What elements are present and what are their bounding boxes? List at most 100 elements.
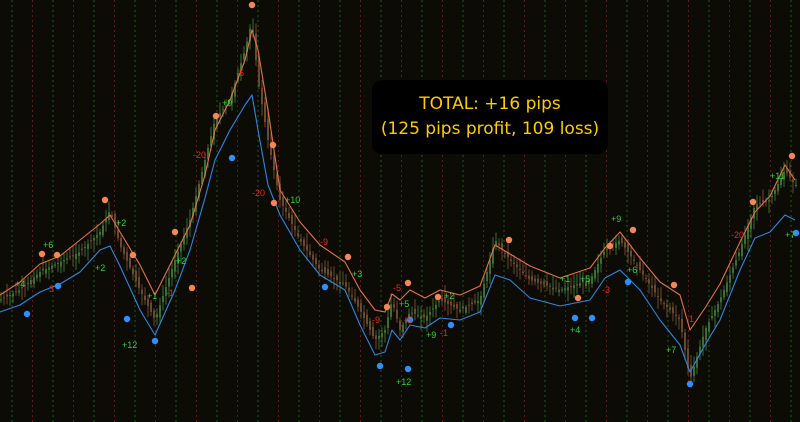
trade-loss-label: -1 [440,328,448,338]
buy-signal-dot[interactable] [686,380,694,388]
sell-signal-dot[interactable] [505,236,513,244]
sell-signal-dot[interactable] [129,251,137,259]
sell-signal-dot[interactable] [383,303,391,311]
sell-signal-dot[interactable] [248,1,256,9]
sell-signal-dot[interactable] [670,281,678,289]
buy-signal-dot[interactable] [228,154,236,162]
buy-signal-dot[interactable] [792,229,800,237]
candle-body [165,287,167,296]
candle-body [354,298,356,302]
buy-signal-dot[interactable] [123,315,131,323]
candle-body [24,285,26,287]
candle-body [711,316,713,319]
sell-signal-dot[interactable] [629,226,637,234]
candle-body [489,260,491,275]
buy-signal-dot[interactable] [588,314,596,322]
candle-body [213,124,215,140]
candle-body [54,264,56,266]
candle-body [264,102,266,122]
candle-body [603,252,605,255]
candle-body [459,310,461,312]
candle-body [519,269,521,270]
sell-signal-dot[interactable] [171,228,179,236]
buy-signal-dot[interactable] [624,278,632,286]
trade-profit-label: +4 [15,279,25,289]
candle-body [114,213,116,228]
candle-body [69,256,71,258]
candle-body [312,254,314,260]
candle-body [219,113,221,117]
candle-body [678,317,680,319]
candle-body [0,299,2,301]
buy-signal-dot[interactable] [404,365,412,373]
lower-band-line [0,94,796,373]
candle-body [63,260,65,262]
candle-body [525,275,527,277]
trade-profit-label: +2 [444,291,454,301]
buy-signal-dot[interactable] [54,282,62,290]
sell-signal-dot[interactable] [606,242,614,250]
candle-body [618,240,620,245]
trade-loss-label: -20 [193,150,206,160]
sell-signal-dot[interactable] [212,112,220,120]
summary-box: TOTAL: +16 pips (125 pips profit, 109 lo… [372,80,608,154]
candle-body [150,302,152,312]
sell-signal-dot[interactable] [101,196,109,204]
candle-body [321,269,323,272]
candle-body [45,269,47,274]
candle-body [462,306,464,309]
buy-signal-dot[interactable] [151,337,159,345]
sell-signal-dot[interactable] [404,279,412,287]
candle-body [540,281,542,284]
buy-signal-dot[interactable] [406,316,414,324]
candle-body [744,235,746,244]
candle-body [348,287,350,292]
candle-body [621,237,623,243]
trade-profit-label: +1 [560,274,570,284]
candle-body [522,271,524,273]
buy-signal-dot[interactable] [321,283,329,291]
candle-body [36,274,38,278]
trade-loss-label: -9 [372,315,380,325]
candle-body [549,285,551,287]
sell-signal-dot[interactable] [269,141,277,149]
buy-signal-dot[interactable] [447,321,455,329]
sell-signal-dot[interactable] [344,253,352,261]
candle-body [729,275,731,283]
candle-body [570,286,572,288]
trade-profit-label: +6 [43,240,53,250]
sell-signal-dot[interactable] [434,293,442,301]
signal-markers[interactable] [23,1,800,388]
sell-signal-dot[interactable] [574,294,582,302]
buy-signal-dot[interactable] [23,310,31,318]
candle-body [132,268,134,275]
sell-signal-dot[interactable] [38,250,46,258]
candle-body [573,285,575,289]
trade-profit-label: +3 [352,269,362,279]
candle-body [87,244,89,249]
candle-body [438,301,440,303]
candle-body [417,315,419,317]
sell-signal-dot[interactable] [188,284,196,292]
candle-body [423,314,425,318]
buy-signal-dot[interactable] [571,314,579,322]
buy-signal-dot[interactable] [376,362,384,370]
candle-body [789,171,791,178]
candle-body [600,258,602,264]
candle-body [333,278,335,279]
candle-body [738,252,740,257]
candle-body [429,312,431,315]
candle-body [147,298,149,306]
indicator-lines [0,29,796,373]
candle-body [345,282,347,287]
candle-body [387,317,389,328]
sell-signal-dot[interactable] [270,199,278,207]
candle-body [96,235,98,238]
candle-body [279,183,281,200]
candle-body [78,252,80,256]
sell-signal-dot[interactable] [749,198,757,206]
sell-signal-dot[interactable] [788,152,796,160]
sell-signal-dot[interactable] [53,251,61,259]
candle-body [174,260,176,272]
